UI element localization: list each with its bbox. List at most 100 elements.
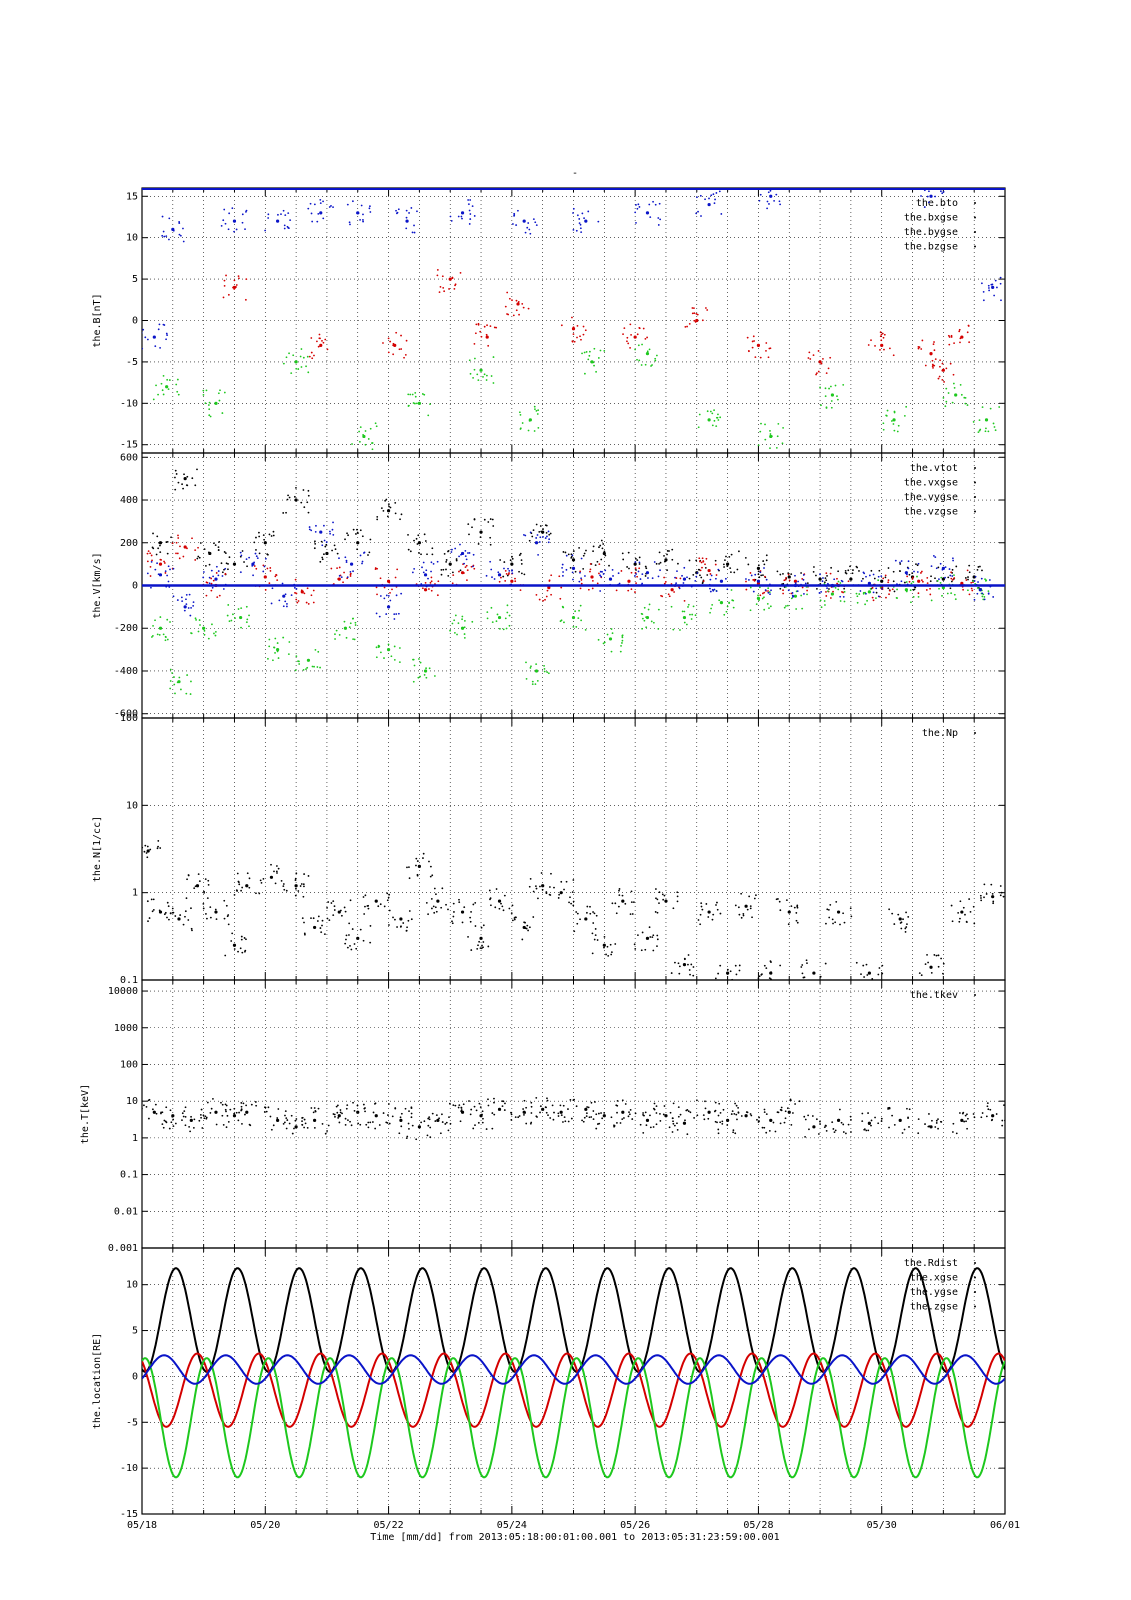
data-point [979, 565, 981, 568]
data-point [721, 1120, 724, 1123]
data-point [467, 552, 469, 554]
data-point [330, 902, 333, 904]
data-point [598, 563, 601, 566]
data-point [233, 1112, 236, 1115]
data-point [232, 219, 237, 223]
data-point [795, 912, 798, 914]
data-point [533, 430, 536, 432]
data-point [627, 1115, 630, 1118]
data-point [415, 1138, 418, 1141]
data-point [289, 219, 292, 222]
data-point [237, 275, 240, 278]
data-point [612, 575, 614, 577]
data-point [819, 1120, 821, 1123]
data-point [793, 579, 798, 583]
data-point [408, 877, 411, 880]
data-point [274, 882, 277, 885]
data-point [880, 575, 883, 578]
data-point [758, 975, 761, 978]
data-point [634, 947, 637, 950]
data-point [965, 1120, 967, 1123]
data-point [800, 572, 802, 574]
data-point [692, 605, 695, 608]
data-point [830, 400, 833, 402]
data-point [699, 560, 701, 563]
data-point [934, 195, 936, 198]
y-tick-label: 0.1 [120, 975, 138, 986]
data-point [240, 626, 242, 629]
data-point [576, 922, 579, 925]
data-point [702, 1114, 705, 1116]
data-point [393, 343, 397, 347]
data-point [805, 959, 808, 962]
data-point [364, 443, 367, 446]
data-point [991, 283, 994, 286]
data-point [255, 892, 257, 895]
data-point [441, 887, 444, 890]
data-point [536, 680, 539, 682]
data-point [270, 1128, 273, 1131]
data-point [385, 498, 388, 501]
data-point [348, 626, 351, 629]
data-point [775, 446, 778, 449]
data-point [429, 581, 432, 584]
data-point [468, 552, 471, 554]
data-point [912, 576, 914, 579]
data-point [563, 888, 565, 891]
data-point [361, 560, 364, 563]
data-point [217, 546, 220, 549]
data-point [605, 953, 607, 956]
data-point [535, 1096, 538, 1099]
data-point [306, 1126, 309, 1129]
data-point [214, 544, 217, 547]
data-point [757, 444, 760, 447]
data-point [836, 910, 841, 914]
data-point [167, 565, 170, 568]
data-point [192, 604, 195, 607]
data-point [210, 577, 213, 580]
data-point [181, 600, 184, 603]
data-point [881, 964, 884, 967]
data-point [423, 1120, 426, 1123]
data-point [621, 1099, 624, 1102]
data-point [502, 1100, 505, 1103]
data-point [843, 921, 846, 924]
data-point [638, 556, 641, 559]
data-point [277, 213, 279, 216]
data-point [968, 571, 971, 574]
data-point [498, 580, 501, 583]
data-point [227, 1120, 230, 1123]
data-point [882, 336, 885, 339]
data-point [898, 1118, 902, 1122]
data-point [424, 581, 427, 584]
data-point [619, 1122, 622, 1124]
data-point [333, 909, 336, 911]
data-point [828, 588, 830, 590]
data-point [340, 576, 343, 579]
data-point [912, 596, 915, 598]
data-point [569, 566, 572, 569]
data-point [221, 1114, 224, 1117]
data-point [652, 1126, 655, 1128]
data-point [594, 934, 597, 937]
data-point [282, 883, 285, 885]
data-point [596, 939, 599, 941]
data-point [941, 192, 944, 195]
data-point [226, 1114, 229, 1117]
data-point [466, 569, 469, 572]
data-point [933, 349, 936, 352]
data-point [634, 557, 637, 560]
data-point [285, 605, 288, 608]
data-point [1003, 1104, 1005, 1107]
data-point [427, 1124, 430, 1127]
data-point [692, 573, 695, 576]
data-point [920, 579, 923, 582]
data-point [209, 916, 212, 919]
data-point [850, 1118, 852, 1121]
data-point [960, 1118, 964, 1122]
data-point [214, 577, 218, 581]
data-point [662, 898, 665, 901]
data-point [550, 872, 552, 875]
data-point [678, 972, 681, 975]
